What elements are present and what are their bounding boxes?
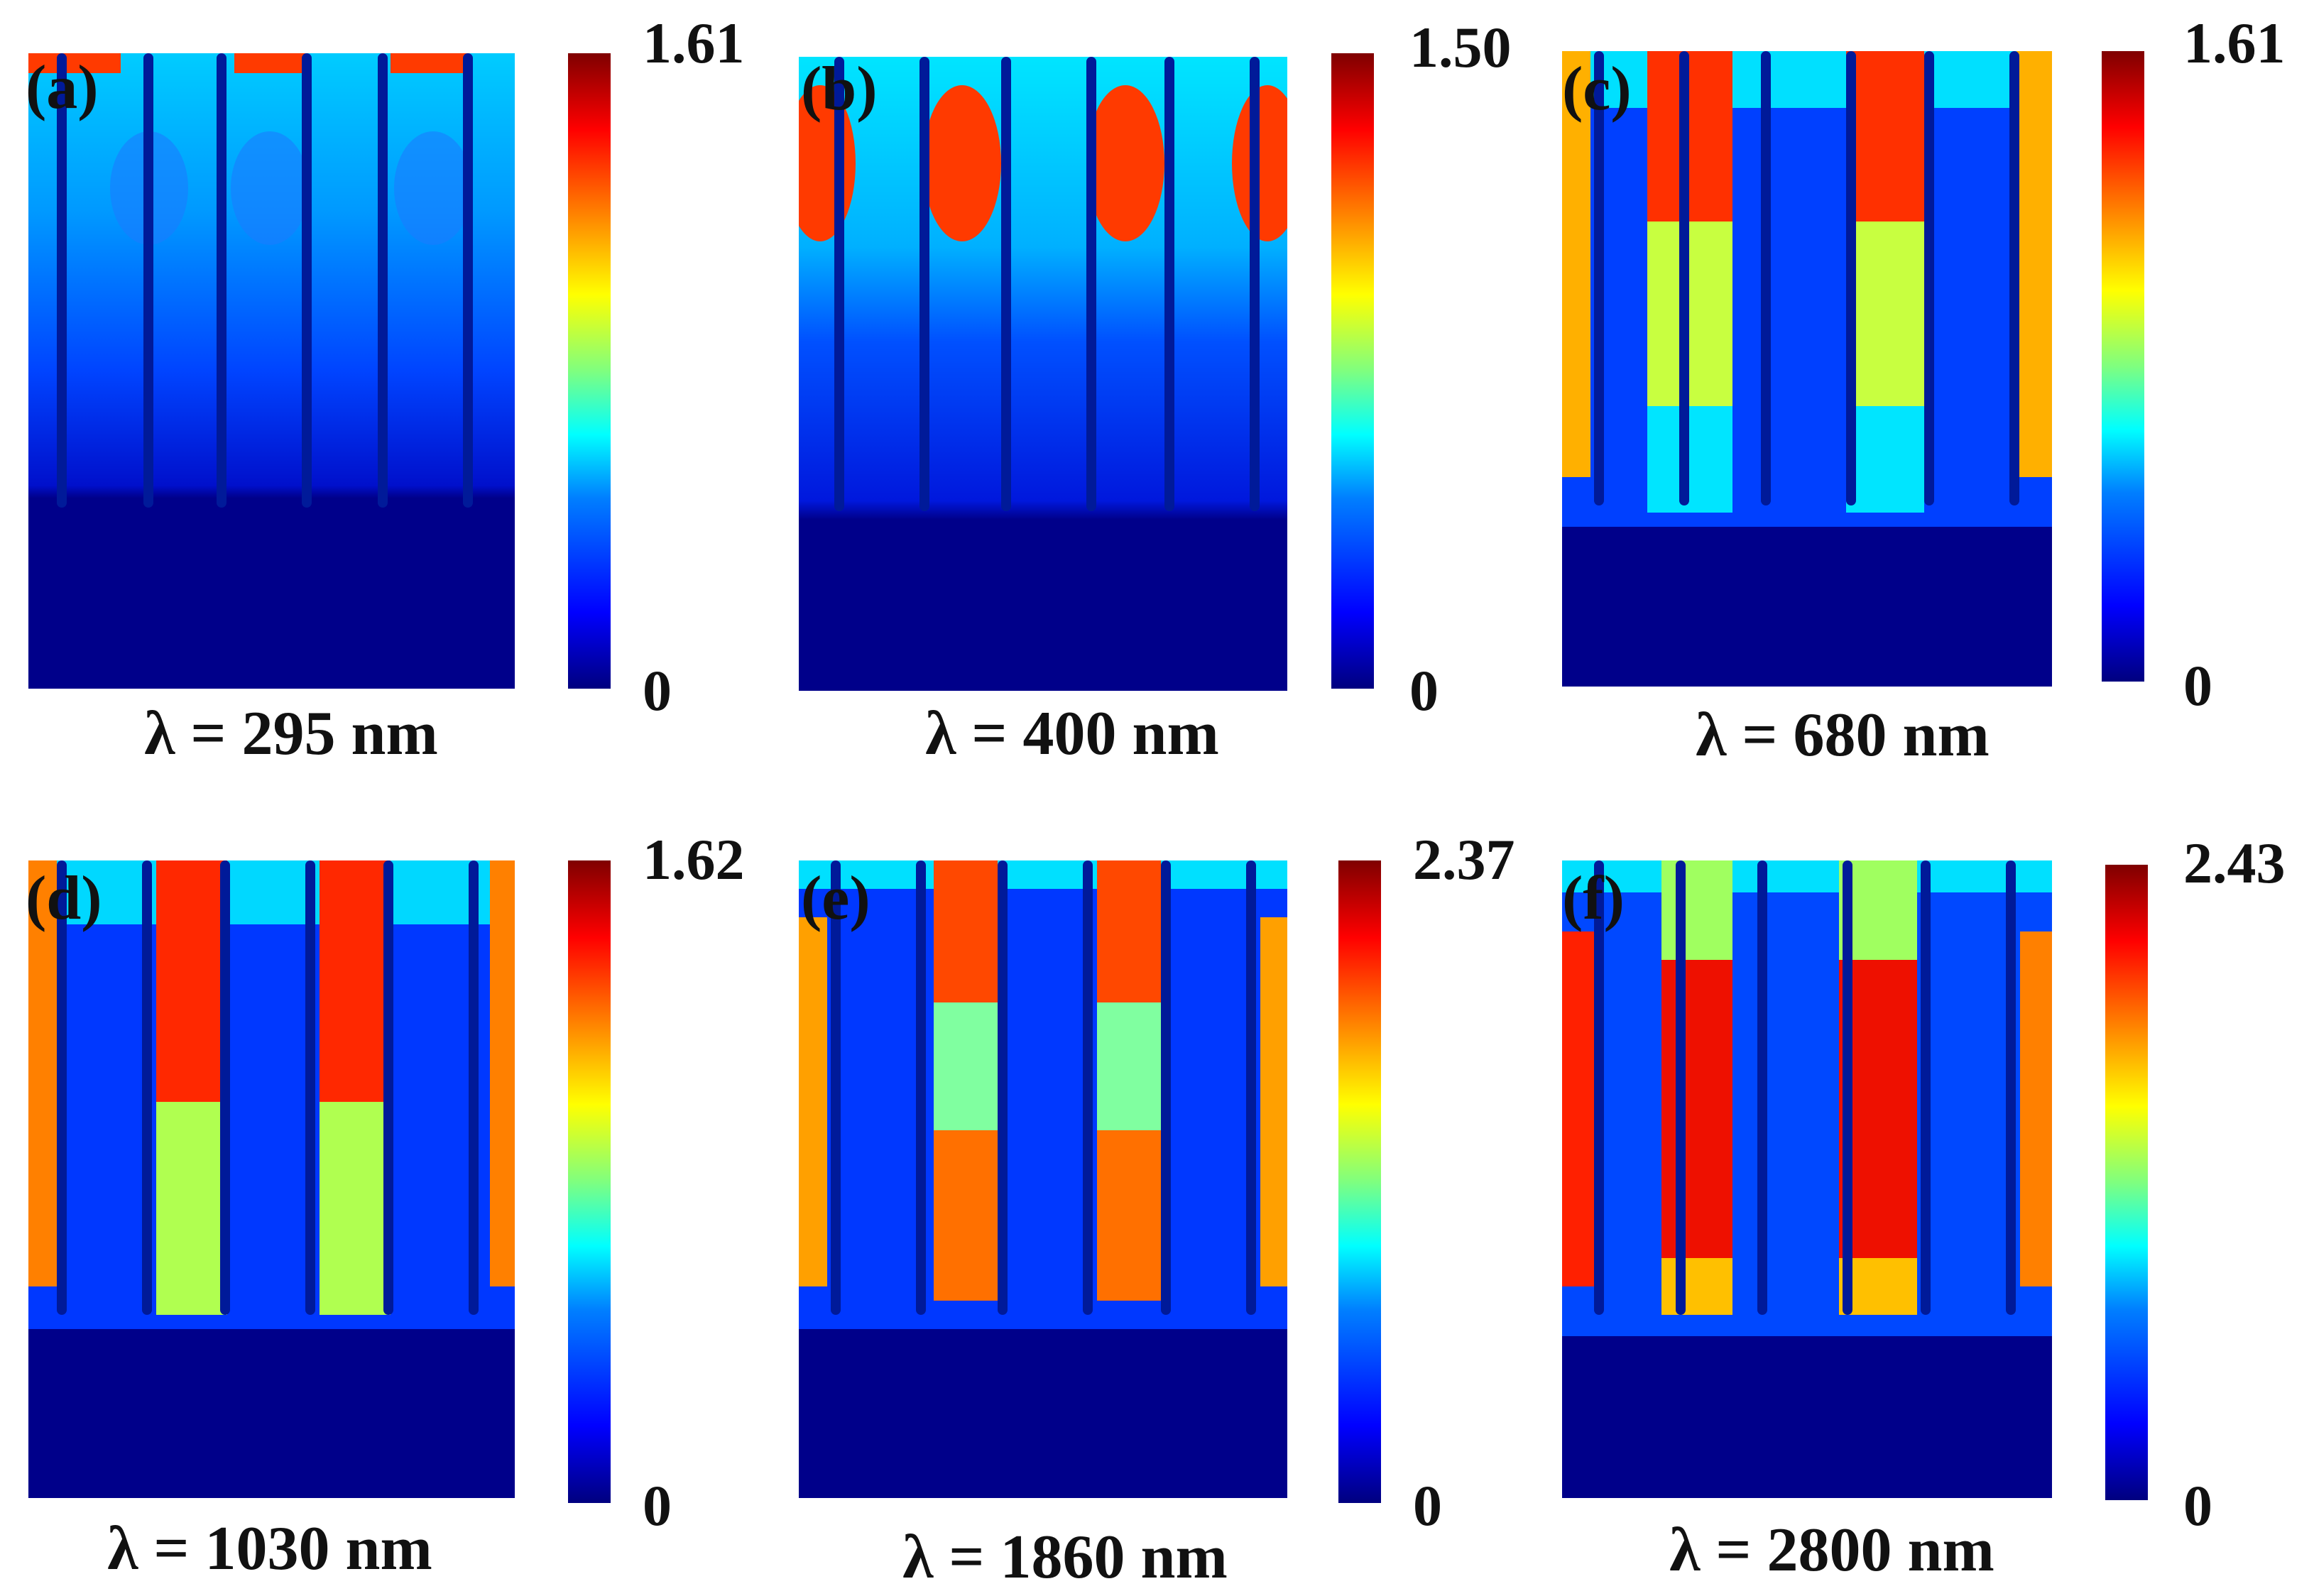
field-map-b-svg: [799, 57, 1287, 691]
colorbar-min-c: 0: [2183, 653, 2212, 718]
colorbar-max-b: 1.50: [1409, 15, 1512, 80]
colorbar-a: [568, 53, 611, 689]
field-map-f-svg: [1562, 860, 2052, 1498]
colorbar-min-b: 0: [1409, 658, 1439, 723]
colorbar-min-f: 0: [2183, 1473, 2212, 1538]
wavelength-caption-f: λ = 2800 nm: [1669, 1516, 1994, 1585]
wavelength-caption-e: λ = 1860 nm: [902, 1523, 1228, 1592]
colorbar-min-e: 0: [1413, 1473, 1442, 1538]
colorbar-min-d: 0: [643, 1473, 672, 1538]
field-map-f: [1562, 860, 2052, 1498]
wavelength-caption-c: λ = 680 nm: [1696, 701, 1990, 770]
colorbar-e: [1338, 860, 1381, 1503]
field-map-e: [799, 860, 1287, 1498]
field-map-d-svg: [28, 860, 515, 1498]
panel-label-a: (a): [26, 53, 99, 122]
field-map-a: [28, 53, 515, 689]
colorbar-max-f: 2.43: [2183, 831, 2286, 895]
panel-label-d: (d): [26, 864, 102, 933]
wavelength-caption-b: λ = 400 nm: [925, 699, 1219, 768]
field-map-b: [799, 57, 1287, 691]
wavelength-caption-d: λ = 1030 nm: [107, 1514, 432, 1583]
field-map-e-svg: [799, 860, 1287, 1498]
colorbar-c: [2102, 51, 2144, 682]
colorbar-f: [2105, 865, 2148, 1500]
panel-label-b: (b): [801, 55, 878, 124]
colorbar-min-a: 0: [643, 658, 672, 723]
colorbar-max-d: 1.62: [643, 827, 745, 892]
wavelength-caption-a: λ = 295 nm: [144, 699, 438, 768]
field-map-a-svg: [28, 53, 515, 689]
colorbar-max-a: 1.61: [643, 11, 745, 75]
colorbar-d: [568, 860, 611, 1503]
panel-label-e: (e): [801, 864, 871, 933]
field-map-c-svg: [1562, 51, 2052, 687]
panel-label-f: (f): [1562, 864, 1625, 933]
field-map-d: [28, 860, 515, 1498]
field-map-c: [1562, 51, 2052, 687]
colorbar-b: [1331, 53, 1374, 689]
colorbar-max-e: 2.37: [1413, 827, 1515, 892]
colorbar-max-c: 1.61: [2183, 11, 2286, 75]
panel-label-c: (c): [1562, 55, 1632, 124]
